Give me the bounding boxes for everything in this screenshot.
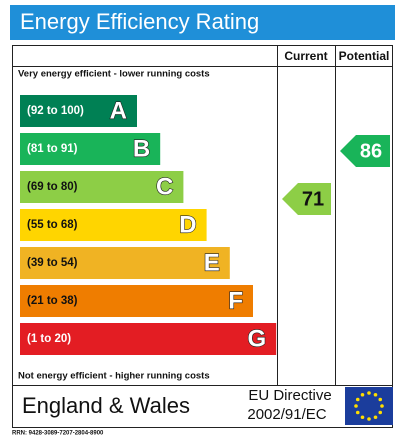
rrn: RRN: 9428-3089-7207-2804-8900	[12, 431, 104, 437]
star	[355, 397, 360, 402]
title: Energy Efficiency Rating	[20, 9, 259, 34]
band-range: (39 to 54)	[27, 257, 78, 269]
star	[367, 417, 371, 421]
star	[378, 410, 383, 415]
band-letter: F	[228, 287, 243, 314]
band	[20, 133, 161, 165]
top-note: Very energy efficient - lower running co…	[18, 69, 210, 80]
current-rating: 71	[302, 188, 324, 210]
band	[20, 171, 184, 203]
band	[20, 285, 253, 317]
star	[373, 392, 378, 397]
band-letter: E	[204, 249, 220, 276]
directive: 2002/91/EC	[247, 406, 326, 423]
star	[373, 415, 378, 420]
band-range: (69 to 80)	[27, 181, 78, 193]
band	[20, 247, 230, 279]
band-range: (55 to 68)	[27, 219, 78, 231]
band-letter: B	[133, 135, 150, 162]
band-range: (92 to 100)	[27, 105, 84, 117]
band-letter: G	[248, 325, 267, 352]
band-letter: D	[179, 211, 196, 238]
band-letter: A	[110, 97, 127, 124]
star	[367, 391, 371, 395]
band	[20, 323, 277, 355]
potential-arrow	[340, 135, 390, 167]
band-letter: C	[156, 173, 173, 200]
title-bar	[10, 5, 395, 40]
star	[354, 404, 358, 408]
band	[20, 209, 207, 241]
star	[380, 404, 384, 408]
region: England & Wales	[22, 393, 190, 418]
eu-stars	[354, 391, 384, 421]
band-range: (81 to 91)	[27, 143, 78, 155]
current-arrow	[282, 183, 331, 215]
directive: EU Directive	[248, 387, 331, 404]
bottom-note: Not energy efficient - higher running co…	[18, 371, 210, 382]
band-range: (21 to 38)	[27, 295, 78, 307]
star	[360, 392, 365, 397]
star	[378, 397, 383, 402]
star	[360, 415, 365, 420]
potential-header: Potential	[339, 49, 390, 63]
current-header: Current	[284, 49, 327, 63]
band-range: (1 to 20)	[27, 333, 71, 345]
star	[355, 410, 360, 415]
band	[20, 95, 137, 127]
bands: (92 to 100) A (81 to 91) B (69 to 80) C (55 to…	[20, 95, 277, 355]
potential-rating: 86	[360, 140, 382, 162]
